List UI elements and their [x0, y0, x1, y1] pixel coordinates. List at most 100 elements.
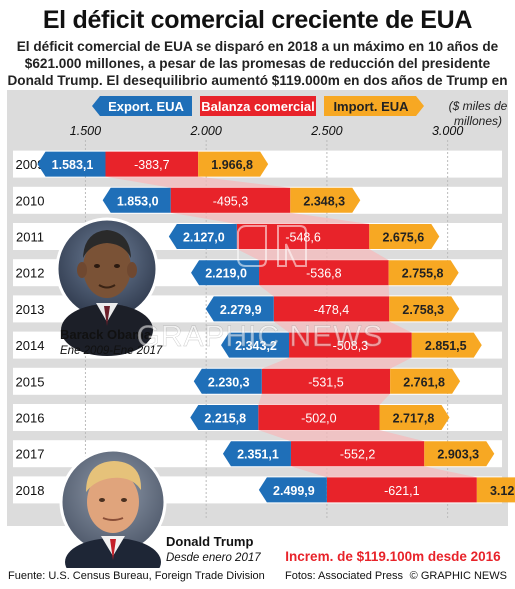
bar-exports	[168, 224, 237, 249]
legend-balance-label: Balanza comercial	[201, 99, 314, 114]
tick-label: 2.500	[310, 124, 342, 138]
label-balance: -531,5	[308, 375, 343, 389]
label-imports: 3.121,0	[490, 484, 515, 498]
bar-imports	[390, 368, 461, 394]
watermark: GRAPHIC NEWS	[136, 225, 383, 353]
tick-label: 3.000	[432, 124, 463, 138]
label-balance: -502,0	[301, 412, 336, 426]
bar-exports	[190, 405, 259, 430]
bar-balance	[170, 187, 291, 213]
balance-connector	[258, 430, 425, 442]
bar-imports	[388, 260, 459, 286]
bar-exports	[221, 332, 290, 358]
chart-subtitle: El déficit comercial de EUA se disparó e…	[7, 39, 508, 105]
label-exports: 2.279,9	[220, 303, 262, 317]
label-imports: 2.761,8	[403, 375, 445, 389]
balance-connector	[105, 176, 291, 188]
legend-imports-swatch	[324, 96, 424, 116]
bar-exports	[222, 441, 291, 467]
label-exports: 2.219,0	[205, 267, 247, 281]
label-exports: 2.343,2	[235, 339, 277, 353]
tick-label: 1.500	[70, 124, 101, 138]
year-label: 2011	[16, 230, 44, 245]
year-label: 2013	[16, 302, 45, 317]
chart: 2009 2010 2011 2012 2013 2014 2015 2016 2017 2018…	[7, 90, 515, 568]
tick-label: 2.000	[190, 124, 222, 138]
label-exports: 2.127,0	[183, 231, 225, 245]
label-imports: 2.717,8	[393, 412, 435, 426]
footer-credit: © GRAPHIC NEWS	[409, 570, 507, 582]
label-imports: 2.903,3	[437, 448, 479, 462]
bar-exports	[205, 296, 274, 322]
label-imports: 1.966,8	[211, 158, 253, 172]
increase-annotation: Increm. de $119.100m desde 2016	[285, 549, 501, 564]
bar-imports	[369, 224, 440, 249]
label-balance: -552,2	[340, 448, 375, 462]
bar-imports	[389, 296, 460, 322]
trump-photo	[59, 448, 167, 568]
year-label: 2014	[16, 338, 45, 353]
label-imports: 2.755,8	[402, 267, 444, 281]
balance-connector	[261, 357, 412, 369]
footer-photos: Fotos: Associated Press	[285, 570, 403, 582]
bar-exports	[102, 187, 171, 213]
balance-connector	[273, 321, 412, 333]
label-balance: -536,8	[306, 267, 341, 281]
bar-balance	[236, 224, 370, 249]
label-balance: -478,4	[314, 303, 349, 317]
chart-title: El déficit comercial creciente de EUA	[42, 6, 473, 34]
bar-balance	[259, 260, 389, 286]
obama-name: Barack Obama	[60, 327, 152, 342]
obama-photo	[55, 217, 159, 356]
bar-exports	[37, 151, 106, 177]
bar-imports	[476, 477, 515, 503]
bar-exports	[193, 368, 262, 394]
bar-balance	[290, 441, 425, 467]
label-balance: -495,3	[213, 194, 248, 208]
label-exports: 2.230,3	[208, 375, 250, 389]
bar-exports	[191, 260, 260, 286]
label-imports: 2.758,3	[402, 303, 444, 317]
balance-connector	[259, 285, 390, 297]
year-label: 2017	[16, 447, 45, 462]
year-label: 2015	[16, 374, 45, 389]
bar-imports	[290, 187, 361, 213]
trump-name: Donald Trump	[166, 534, 253, 549]
trump-term: Desde enero 2017	[166, 552, 261, 564]
balance-connector	[290, 466, 477, 478]
bar-balance	[261, 368, 391, 394]
label-imports: 2.675,6	[382, 231, 424, 245]
label-balance: -508,3	[333, 339, 368, 353]
bar-exports	[258, 477, 327, 503]
label-balance: -548,6	[285, 231, 320, 245]
label-exports: 2.351,1	[237, 448, 279, 462]
bar-imports	[379, 405, 450, 430]
legend-exports-label: Export. EUA	[108, 99, 184, 114]
legend-imports-label: Import. EUA	[333, 99, 409, 114]
bar-balance	[326, 477, 477, 503]
svg-text:GRAPHIC NEWS: GRAPHIC NEWS	[136, 320, 383, 353]
label-exports: 2.215,8	[204, 412, 246, 426]
unit-label: ($ miles de millones)	[449, 99, 508, 128]
label-exports: 2.499,9	[273, 484, 315, 498]
label-exports: 1.583,1	[52, 158, 94, 172]
bar-balance	[273, 296, 390, 322]
year-label: 2018	[16, 483, 45, 498]
bar-imports	[424, 441, 495, 467]
footer-source: Fuente: U.S. Census Bureau, Foreign Trad…	[8, 570, 265, 582]
year-label: 2012	[16, 266, 45, 281]
year-label: 2009	[16, 157, 45, 172]
bar-imports	[411, 332, 482, 358]
label-imports: 2.851,5	[425, 339, 467, 353]
bar-balance	[105, 151, 199, 177]
bar-balance	[289, 332, 412, 358]
legend: Export. EUA Balanza comercial Import. EU…	[92, 96, 508, 128]
label-balance: -621,1	[384, 484, 419, 498]
label-exports: 1.853,0	[117, 194, 159, 208]
obama-term: Ene 2009-Ene 2017	[60, 345, 163, 357]
balance-connector	[258, 393, 391, 405]
year-label: 2016	[16, 411, 45, 426]
label-imports: 2.348,3	[303, 194, 345, 208]
legend-exports-swatch	[92, 96, 192, 116]
legend-balance-swatch	[200, 96, 316, 116]
